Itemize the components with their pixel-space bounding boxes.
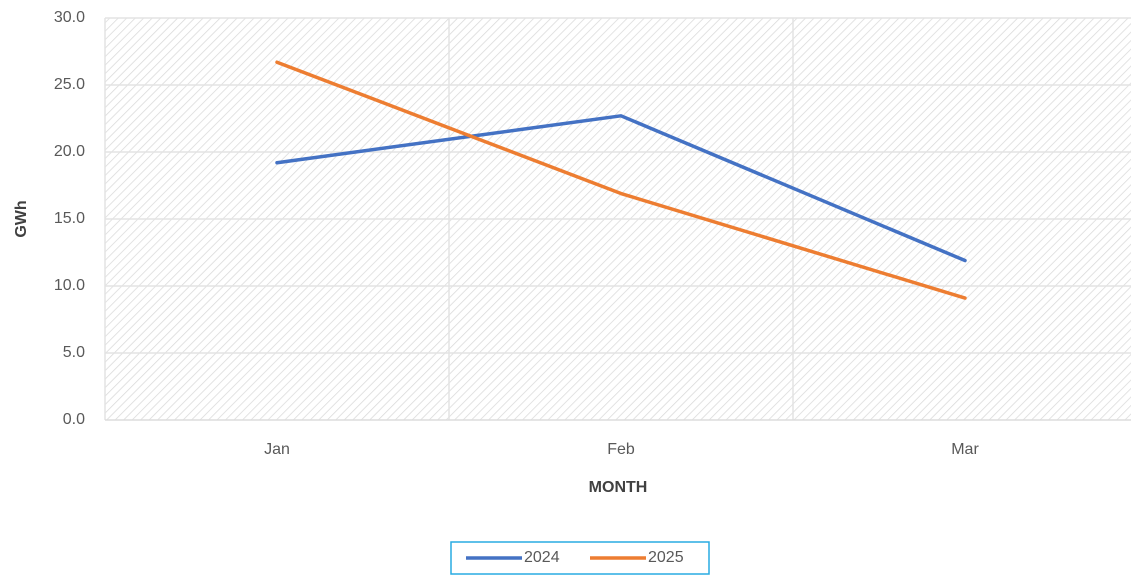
legend-label: 2025: [648, 549, 684, 566]
x-tick-label: Feb: [607, 441, 635, 458]
series-line: [275, 60, 967, 300]
y-tick-label: 25.0: [54, 76, 85, 93]
y-axis-title: GWh: [13, 200, 30, 237]
y-tick-label: 15.0: [54, 210, 85, 227]
y-tick-label: 0.0: [63, 411, 85, 428]
x-axis-title: MONTH: [589, 479, 648, 496]
series-line: [275, 114, 967, 263]
y-tick-label: 20.0: [54, 143, 85, 160]
y-tick-label: 30.0: [54, 9, 85, 26]
x-tick-label: Jan: [264, 441, 290, 458]
legend-label: 2024: [524, 549, 560, 566]
y-tick-label: 5.0: [63, 344, 85, 361]
y-tick-label: 10.0: [54, 277, 85, 294]
x-tick-label: Mar: [951, 441, 979, 458]
